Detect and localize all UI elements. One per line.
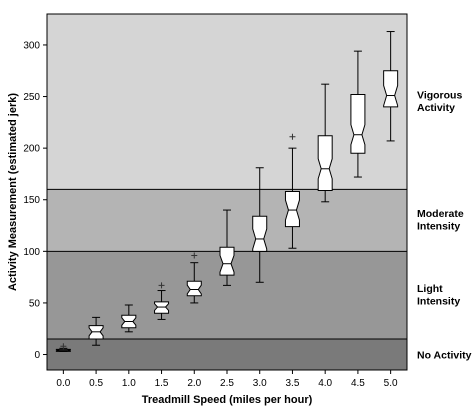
- notched-box-10: [383, 70, 399, 108]
- y-tick-label-1: 50: [29, 298, 41, 309]
- x-tick-label-5: 2.5: [220, 378, 234, 389]
- notched-box-9: [350, 93, 366, 154]
- notched-box-1: [88, 325, 104, 340]
- x-tick-label-10: 5.0: [384, 378, 398, 389]
- x-axis-title: Treadmill Speed (miles per hour): [142, 394, 313, 406]
- y-tick-label-0: 0: [34, 350, 40, 361]
- x-tick-label-3: 1.5: [155, 378, 169, 389]
- zone-label-0: No Activity: [417, 350, 472, 362]
- notched-box-8: [317, 135, 333, 191]
- notched-box-6: [252, 215, 268, 252]
- notched-box-4: [186, 280, 202, 297]
- outlier-3-0: [158, 282, 165, 289]
- zone-label-line-2: Activity: [417, 102, 455, 114]
- x-tick-label-7: 3.5: [286, 378, 300, 389]
- x-tick-label-9: 4.5: [351, 378, 365, 389]
- zone-label-line-1: Vigorous: [417, 89, 462, 101]
- axis-ticks: 0 50 100 150 200 250 300 0.0 0.5 1.0 1.5 2.0 2.5 3.0 3…: [23, 40, 398, 389]
- y-tick-label-4: 200: [23, 144, 40, 155]
- notched-box-7: [284, 190, 300, 228]
- x-tick-label-0: 0.0: [56, 378, 70, 389]
- y-tick-label-5: 250: [23, 92, 40, 103]
- y-axis-title: Activity Measurement (estimated jerk): [7, 93, 19, 291]
- zone-label-line-1: Light: [417, 283, 443, 295]
- x-tick-label-8: 4.0: [318, 378, 332, 389]
- intensity-zones: [47, 14, 407, 370]
- x-tick-label-4: 2.0: [187, 378, 201, 389]
- zone-band-3: [47, 14, 407, 190]
- zone-label-1: Light Intensity: [417, 283, 460, 308]
- zone-label-line-1: Moderate: [417, 208, 464, 220]
- y-tick-label-6: 300: [23, 40, 40, 51]
- x-tick-label-1: 0.5: [89, 378, 103, 389]
- zone-label-line-2: Intensity: [417, 295, 460, 307]
- y-tick-label-2: 100: [23, 247, 40, 258]
- x-tick-label-6: 3.0: [253, 378, 267, 389]
- zone-label-line-2: Intensity: [417, 221, 460, 233]
- notched-box-3: [154, 301, 170, 314]
- outlier-7-0: [289, 133, 296, 140]
- y-tick-label-3: 150: [23, 195, 40, 206]
- box-series: [55, 31, 399, 352]
- zone-band-0: [47, 339, 407, 370]
- outlier-4-0: [191, 252, 198, 259]
- x-tick-label-2: 1.0: [122, 378, 136, 389]
- outlier-0-0: [60, 343, 67, 350]
- notched-box-5: [219, 246, 235, 276]
- zone-label-3: Vigorous Activity: [417, 89, 462, 114]
- zone-label-2: Moderate Intensity: [417, 208, 464, 233]
